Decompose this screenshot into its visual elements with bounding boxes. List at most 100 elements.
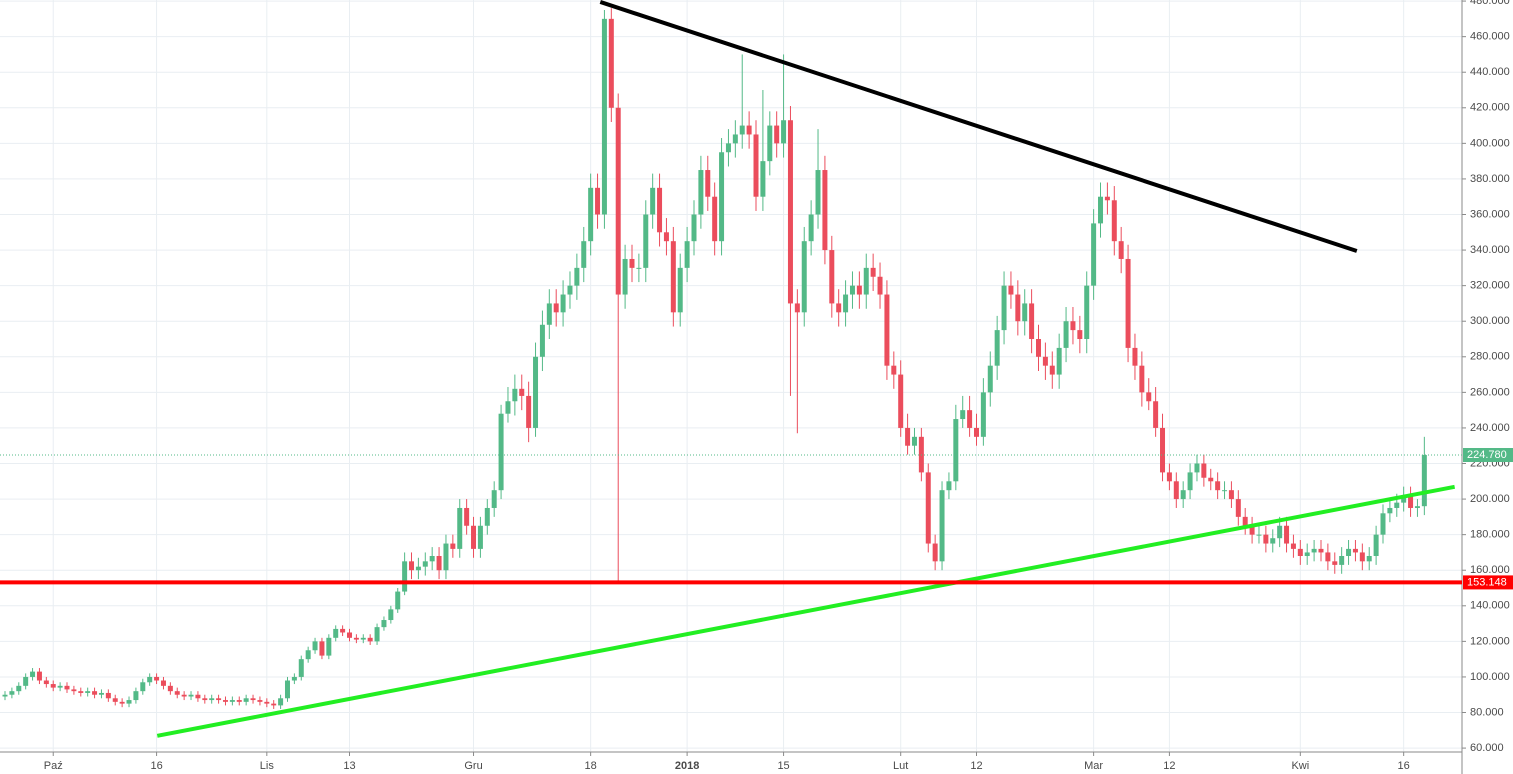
- candle-body: [360, 637, 366, 640]
- candle-body: [1325, 552, 1331, 562]
- candle-body: [9, 691, 15, 695]
- candle-body: [216, 698, 222, 701]
- candle-body: [1380, 513, 1386, 535]
- candle-body: [567, 285, 573, 295]
- price-label: 224.780: [1467, 449, 1507, 461]
- candle-body: [147, 676, 153, 683]
- candle-body: [884, 294, 890, 366]
- candle-body: [891, 365, 897, 375]
- candle-body: [222, 700, 228, 702]
- candle-body: [588, 187, 594, 242]
- y-tick-label: 260.000: [1470, 386, 1510, 398]
- candle-body: [264, 701, 270, 704]
- candle-body: [347, 632, 352, 638]
- candle-body: [1318, 548, 1324, 553]
- candle-body: [43, 680, 49, 685]
- candle-body: [422, 561, 428, 567]
- x-tick-label: Lut: [893, 760, 908, 772]
- candle-body: [484, 507, 490, 526]
- candle-body: [512, 388, 518, 402]
- candle-body: [429, 555, 435, 562]
- candle-body: [808, 214, 814, 242]
- candle-body: [815, 170, 821, 215]
- candle-body: [953, 419, 959, 482]
- candle-body: [526, 395, 532, 428]
- y-tick-label: 180.000: [1470, 529, 1510, 541]
- candle-body: [1242, 516, 1248, 526]
- candle-body: [498, 413, 504, 491]
- candle-body: [581, 241, 587, 268]
- candle-body: [712, 196, 718, 242]
- candle-body: [691, 214, 697, 242]
- candle-body: [409, 561, 415, 571]
- candle-body: [849, 285, 855, 295]
- candle-body: [1270, 538, 1276, 544]
- candle-body: [1104, 196, 1110, 201]
- candle-body: [112, 698, 118, 702]
- candle-body: [905, 427, 911, 446]
- candle-body: [987, 365, 993, 393]
- candle-body: [677, 267, 683, 313]
- y-tick-label: 360.000: [1470, 208, 1510, 220]
- candle-body: [1290, 543, 1296, 549]
- y-tick-label: 440.000: [1470, 66, 1510, 78]
- candle-body: [1408, 495, 1414, 508]
- candle-body: [1187, 472, 1193, 491]
- candle-body: [781, 120, 787, 144]
- candle-body: [188, 694, 194, 697]
- trendline: [599, 0, 1358, 253]
- candle-body: [787, 120, 793, 304]
- candle-body: [1401, 495, 1407, 503]
- candle-body: [1373, 534, 1379, 556]
- candle-body: [160, 680, 166, 686]
- candle-body: [1352, 548, 1358, 553]
- y-tick-label: 60.000: [1470, 742, 1504, 754]
- candle-body: [932, 543, 938, 562]
- candle-body: [1139, 365, 1145, 393]
- candle-body: [1001, 285, 1007, 331]
- candle-body: [1249, 525, 1255, 535]
- candle-body: [719, 152, 725, 242]
- price-label: 153.148: [1467, 576, 1507, 588]
- candle-body: [1008, 285, 1014, 295]
- candle-body: [705, 170, 711, 197]
- candle-body: [1125, 258, 1131, 348]
- candle-body: [271, 703, 277, 706]
- candle-body: [202, 698, 208, 701]
- x-tick-label: 12: [970, 760, 982, 772]
- candle-body: [181, 694, 187, 697]
- candle-body: [395, 591, 401, 610]
- candle-body: [154, 676, 160, 681]
- candle-body: [1077, 330, 1083, 340]
- candle-body: [195, 694, 201, 699]
- candle-body: [595, 187, 601, 215]
- y-tick-label: 140.000: [1470, 600, 1510, 612]
- y-tick-label: 380.000: [1470, 173, 1510, 185]
- price-label-box: [1463, 575, 1513, 590]
- candle-body: [1263, 534, 1269, 544]
- candle-body: [1332, 561, 1338, 565]
- candle-body: [663, 232, 669, 242]
- y-tick-label: 320.000: [1470, 280, 1510, 292]
- candle-body: [319, 641, 325, 656]
- candle-body: [1111, 200, 1117, 242]
- candle-body: [457, 507, 463, 549]
- candle-body: [415, 566, 421, 571]
- candle-body: [1414, 506, 1420, 508]
- candle-body: [1215, 481, 1221, 491]
- candle-body: [1091, 223, 1097, 286]
- candle-body: [50, 684, 56, 688]
- candle-body: [1015, 294, 1021, 322]
- candle-body: [1366, 555, 1372, 562]
- candle-body: [967, 410, 973, 428]
- candle-body: [1180, 490, 1186, 500]
- x-tick-label: 13: [343, 760, 355, 772]
- y-tick-label: 300.000: [1470, 315, 1510, 327]
- candle-body: [126, 700, 132, 704]
- candle-body: [732, 134, 738, 144]
- candle-body: [243, 698, 249, 702]
- candle-body: [836, 303, 842, 313]
- candle-body: [1284, 525, 1290, 544]
- candle-body: [1118, 241, 1124, 259]
